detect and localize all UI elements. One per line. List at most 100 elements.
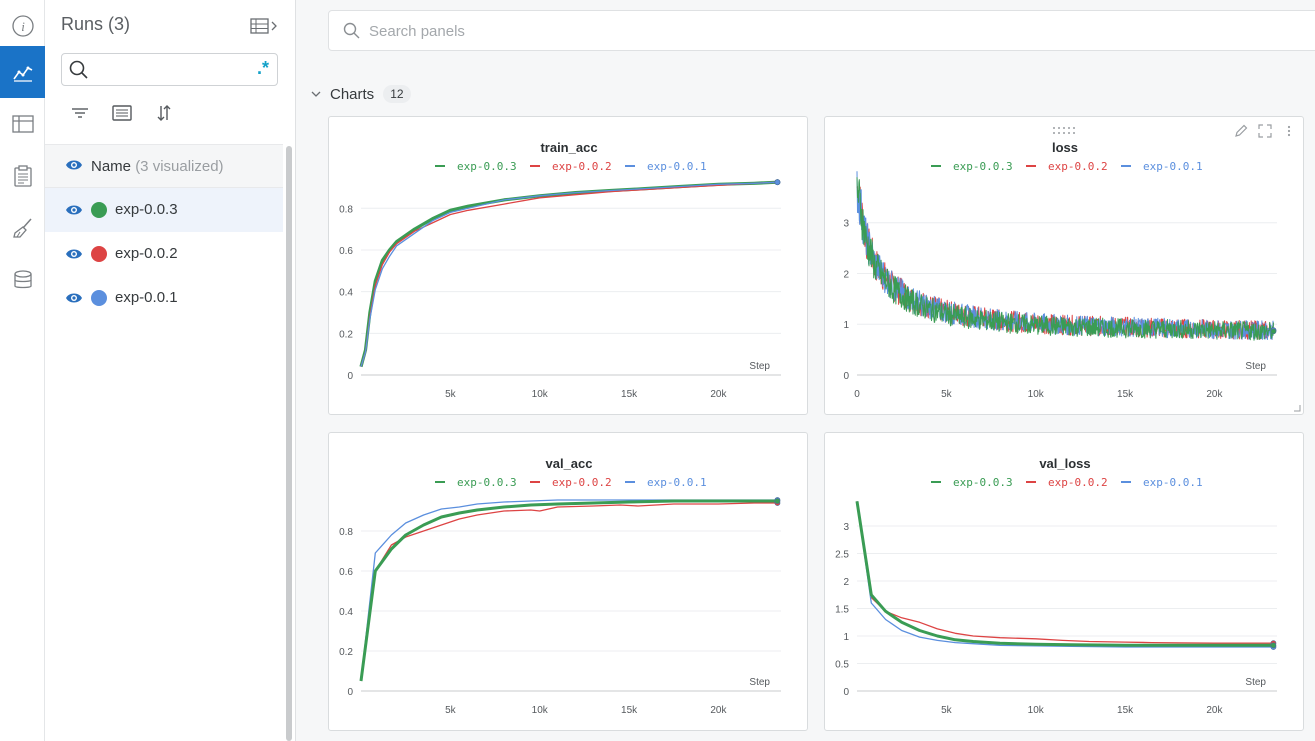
sidebar-scrollbar[interactable] [286,146,292,741]
run-color-dot[interactable] [91,202,107,218]
artifacts-button[interactable] [0,254,45,306]
report-icon [13,165,32,187]
y-tick-label: 3 [843,219,849,230]
info-button[interactable]: i [0,0,45,52]
run-row[interactable]: exp-0.0.1 [45,276,283,320]
legend-label[interactable]: exp-0.0.1 [1143,476,1203,489]
section-title: Charts [330,85,375,103]
visibility-eye-icon[interactable] [65,203,83,217]
series-line-exp-0.0.1[interactable] [360,181,778,367]
x-tick-label: 20k [1206,389,1223,400]
visibility-eye-icon[interactable] [65,247,83,261]
group-icon[interactable] [111,102,133,124]
reports-button[interactable] [0,150,45,202]
charts-button[interactable] [0,46,45,98]
val-loss-chart: val_loss exp-0.0.3 exp-0.0.2 exp-0.0.1 0 0.5 1… [835,456,1277,716]
x-tick-label: 10k [532,705,549,716]
chart-panel-val-loss[interactable]: val_loss exp-0.0.3 exp-0.0.2 exp-0.0.1 0 0.5 1… [824,432,1304,731]
runs-search-input[interactable] [94,58,244,82]
run-color-dot[interactable] [91,246,107,262]
run-name[interactable]: exp-0.0.2 [115,245,178,262]
y-tick-label: 2 [843,577,849,588]
chart-title: val_acc [546,456,593,471]
charts-section-header[interactable]: Charts 12 [310,84,411,104]
series-line-exp-0.0.2[interactable] [360,502,778,682]
fullscreen-icon[interactable] [1257,123,1273,139]
chart-panel-val-acc[interactable]: val_acc exp-0.0.3 exp-0.0.2 exp-0.0.1 0 0.2 0.… [328,432,808,731]
y-tick-label: 0.5 [835,660,849,671]
legend-label[interactable]: exp-0.0.3 [457,160,517,173]
runs-title: Runs (3) [61,14,131,34]
legend-label[interactable]: exp-0.0.3 [457,476,517,489]
y-tick-label: 0 [843,687,849,698]
legend-label[interactable]: exp-0.0.1 [1143,160,1203,173]
chevron-down-icon[interactable] [310,88,322,100]
y-tick-label: 1 [843,320,849,331]
expand-runs-table-icon[interactable] [250,16,280,36]
x-tick-label: 15k [1117,705,1134,716]
visibility-eye-icon[interactable] [65,158,83,172]
x-tick-label: 15k [1117,389,1134,400]
series-end-point[interactable] [774,498,781,504]
x-tick-label: 20k [1206,705,1223,716]
y-tick-label: 0 [347,371,353,382]
series-line-exp-0.0.2[interactable] [360,181,778,367]
regex-toggle[interactable]: .* [256,58,269,78]
legend-label[interactable]: exp-0.0.3 [953,160,1013,173]
table-icon [11,115,34,133]
search-icon [343,22,360,39]
series-line-exp-0.0.1[interactable] [360,499,778,682]
charts-icon [12,66,32,82]
series-end-point[interactable] [1270,328,1277,335]
x-tick-label: 5k [445,705,457,716]
name-column-label: Name [91,158,132,175]
edit-pencil-icon[interactable] [1233,123,1249,139]
legend-label[interactable]: exp-0.0.2 [552,476,612,489]
panel-search-input[interactable] [369,20,969,42]
y-tick-label: 3 [843,522,849,533]
run-row[interactable]: exp-0.0.2 [45,232,283,276]
legend-label[interactable]: exp-0.0.2 [552,160,612,173]
series-end-point[interactable] [1270,642,1277,649]
series-line-exp-0.0.1[interactable] [856,501,1274,648]
resize-handle-icon[interactable] [1293,404,1301,412]
run-color-dot[interactable] [91,290,107,306]
runs-name-header[interactable]: Name (3 visualized) [45,144,283,188]
runs-search-box[interactable]: .* [61,53,278,86]
chart-panel-loss[interactable]: loss exp-0.0.3 exp-0.0.2 exp-0.0.1 0 1 2 3 0 5k 10… [824,116,1304,415]
series-line-exp-0.0.2[interactable] [856,186,1274,340]
table-button[interactable] [0,98,45,150]
chart-title: train_acc [540,140,597,155]
series-line-exp-0.0.2[interactable] [856,501,1274,644]
sweeps-button[interactable] [0,202,45,254]
legend-label[interactable]: exp-0.0.3 [953,476,1013,489]
run-row[interactable]: exp-0.0.3 [45,188,283,232]
y-tick-label: 2.5 [835,550,849,561]
drag-handle-icon[interactable] [1051,126,1077,136]
run-name[interactable]: exp-0.0.1 [115,289,178,306]
chart-panel-train-acc[interactable]: train_acc exp-0.0.3 exp-0.0.2 exp-0.0.1 0 0.2… [328,116,808,415]
run-name[interactable]: exp-0.0.3 [115,201,178,218]
x-tick-label: 20k [710,389,727,400]
panel-search-box[interactable] [328,10,1315,51]
visibility-eye-icon[interactable] [65,291,83,305]
series-line-exp-0.0.3[interactable] [855,501,1274,647]
sort-icon[interactable] [153,102,175,124]
series-line-exp-0.0.3[interactable] [359,180,778,368]
legend-label[interactable]: exp-0.0.1 [647,160,707,173]
legend-label[interactable]: exp-0.0.1 [647,476,707,489]
x-tick-label: 5k [941,389,953,400]
more-vertical-icon[interactable] [1281,123,1297,139]
series-line-exp-0.0.3[interactable] [359,499,778,682]
legend-label[interactable]: exp-0.0.2 [1048,476,1108,489]
legend-label[interactable]: exp-0.0.2 [1048,160,1108,173]
y-tick-label: 0.6 [339,246,353,257]
y-tick-label: 0.4 [339,288,353,299]
filter-icon[interactable] [69,102,91,124]
x-tick-label: 0 [854,389,860,400]
y-tick-label: 0.8 [339,527,353,538]
series-line-exp-0.0.3[interactable] [856,177,1274,341]
x-tick-label: 15k [621,705,638,716]
series-end-point[interactable] [774,179,781,186]
y-tick-label: 0.8 [339,204,353,215]
